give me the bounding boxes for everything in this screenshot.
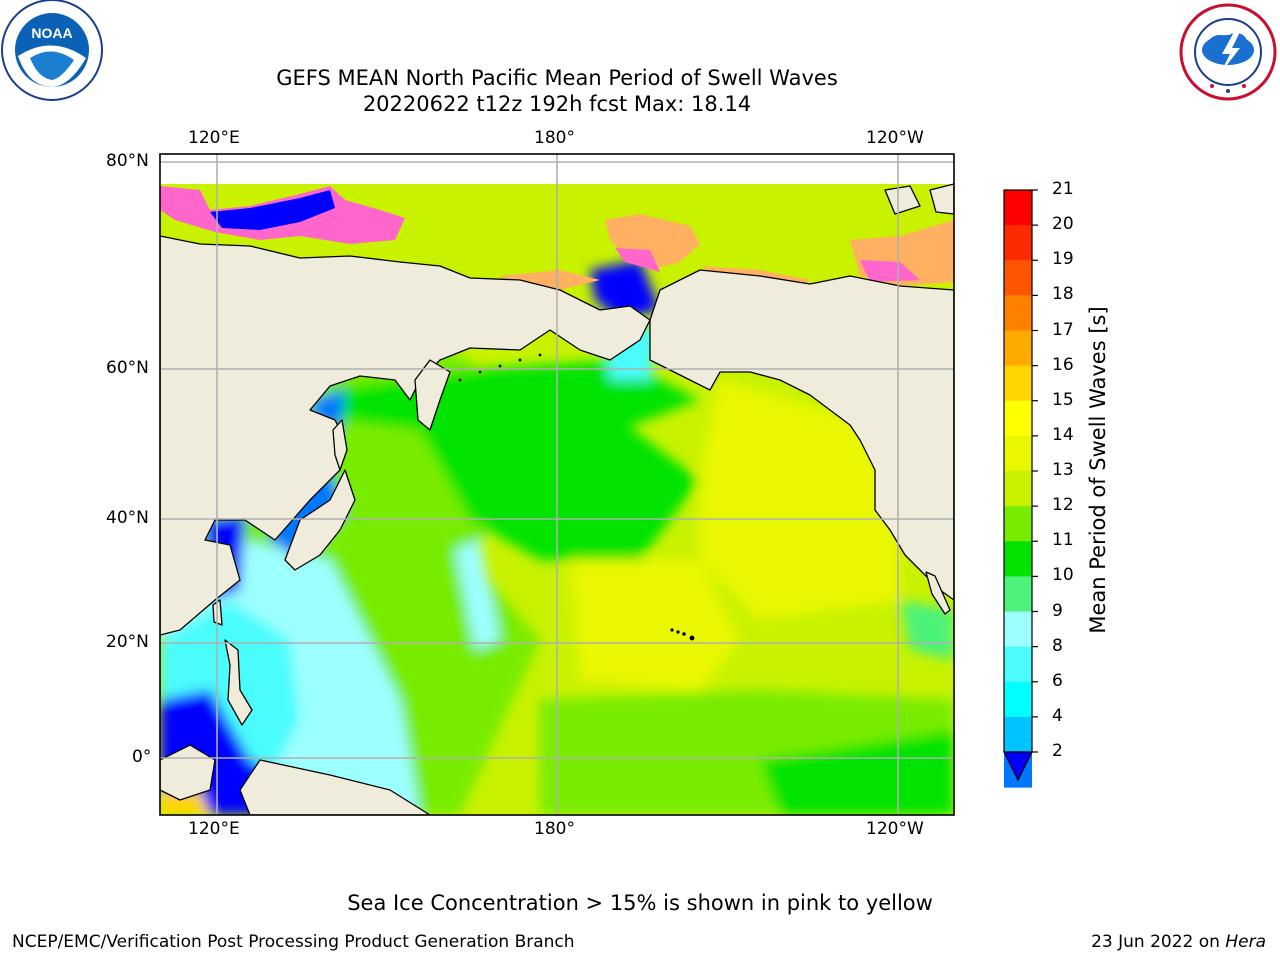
noaa-logo: NOAA xyxy=(1,0,103,101)
colorbar-tick-label: 19 xyxy=(1052,249,1074,270)
land-canadian-islands xyxy=(884,185,921,215)
map-area xyxy=(160,154,954,815)
colorbar-tick-label: 17 xyxy=(1052,319,1074,340)
zone-green-central xyxy=(420,420,700,560)
lon-label-top-120w: 120°W xyxy=(866,128,924,148)
map-title: GEFS MEAN North Pacific Mean Period of S… xyxy=(276,66,838,90)
ice-beaufort-inner xyxy=(860,260,920,282)
lon-label-bottom-120e: 120°E xyxy=(188,819,240,839)
island-chains xyxy=(458,353,695,641)
zone-yellow-central xyxy=(570,560,740,690)
colorbar-tick-label: 13 xyxy=(1052,460,1074,480)
zone-teal-east-coast xyxy=(900,600,954,660)
zone-blue-bering xyxy=(590,260,660,320)
lat-label-80n: 80°N xyxy=(106,151,149,171)
colorbar-tick-label: 4 xyxy=(1052,705,1063,726)
nws-logo xyxy=(1179,3,1277,101)
land-masses xyxy=(160,183,954,815)
lat-label-20n: 20°N xyxy=(106,632,149,652)
lat-label-0: 0° xyxy=(132,747,152,767)
land-sakhalin xyxy=(332,419,348,471)
colorbar-segment xyxy=(1004,225,1032,261)
colorbar-segment xyxy=(1004,260,1032,296)
land-kamchatka xyxy=(414,359,451,431)
lon-label-top-120e: 120°E xyxy=(188,128,240,148)
graticule xyxy=(160,154,954,815)
colorbar-tick-label: 11 xyxy=(1052,530,1074,551)
map-frame xyxy=(159,153,955,816)
map-subtitle: 20220622 t12z 192h fcst Max: 18.14 xyxy=(362,92,752,116)
colorbar-segment xyxy=(1004,681,1032,718)
colorbar-segment xyxy=(1004,506,1032,542)
colorbar-tick-label: 10 xyxy=(1052,565,1074,586)
lat-label-60n: 60°N xyxy=(106,358,149,378)
land-eurasia xyxy=(160,235,651,636)
colorbar-segment xyxy=(1004,471,1032,507)
footer-date-text: 23 Jun 2022 on xyxy=(1091,932,1226,952)
colorbar-tick-label: 20 xyxy=(1052,214,1074,235)
swell-period-field xyxy=(160,260,954,815)
land-new-guinea xyxy=(239,759,431,815)
lon-label-bottom-180: 180° xyxy=(534,819,575,839)
colorbar-segment xyxy=(1004,576,1032,612)
colorbar-tick-label: 16 xyxy=(1052,354,1074,375)
colorbar-segment xyxy=(1004,646,1032,683)
noaa-logo-text: NOAA xyxy=(31,25,72,41)
ice-east-siberian-core xyxy=(210,190,335,230)
colorbar-segment xyxy=(1004,190,1032,226)
colorbar-segment xyxy=(1004,541,1032,577)
sea-ice-note: Sea Ice Concentration > 15% is shown in … xyxy=(347,891,933,915)
land-alaska xyxy=(649,269,954,601)
lon-label-bottom-120w: 120°W xyxy=(866,819,924,839)
colorbar-segment xyxy=(1004,611,1032,648)
colorbar-tick-label: 15 xyxy=(1052,389,1074,410)
land-philippines xyxy=(224,639,253,726)
lon-label-top-180: 180° xyxy=(534,128,575,148)
zone-cyan-streak xyxy=(455,540,500,650)
colorbar-tick-label: 8 xyxy=(1052,635,1063,656)
colorbar-tick-label: 9 xyxy=(1052,600,1063,621)
colorbar-segment xyxy=(1004,435,1032,472)
zone-yellow-east xyxy=(700,380,900,620)
land-banks-island xyxy=(929,183,954,215)
colorbar-tick-label: 14 xyxy=(1052,424,1074,445)
colorbar-tick-label: 18 xyxy=(1052,284,1074,305)
colorbar-tick-label: 12 xyxy=(1052,495,1074,516)
colorbar xyxy=(1003,189,1038,788)
ice-chukchi-inner xyxy=(615,248,660,272)
colorbar-segment xyxy=(1004,365,1032,402)
land-baja xyxy=(925,571,951,615)
colorbar-segment xyxy=(1004,330,1032,367)
colorbar-segment xyxy=(1004,400,1032,437)
colorbar-tick-label: 21 xyxy=(1052,179,1074,199)
footer-host: Hera xyxy=(1225,932,1266,952)
lat-label-40n: 40°N xyxy=(106,508,149,528)
footer-credit: NCEP/EMC/Verification Post Processing Pr… xyxy=(12,932,575,952)
colorbar-segment xyxy=(1004,295,1032,331)
colorbar-label: Mean Period of Swell Waves [s] xyxy=(1086,306,1110,634)
sea-ice-field xyxy=(160,186,954,290)
land-japan xyxy=(284,469,356,571)
footer-date: 23 Jun 2022 on Hera xyxy=(1091,932,1266,952)
colorbar-tick-label: 2 xyxy=(1052,741,1063,761)
colorbar-tick-label: 6 xyxy=(1052,670,1063,691)
colorbar-segment xyxy=(1004,716,1032,753)
zone-green-southeast xyxy=(760,730,954,815)
